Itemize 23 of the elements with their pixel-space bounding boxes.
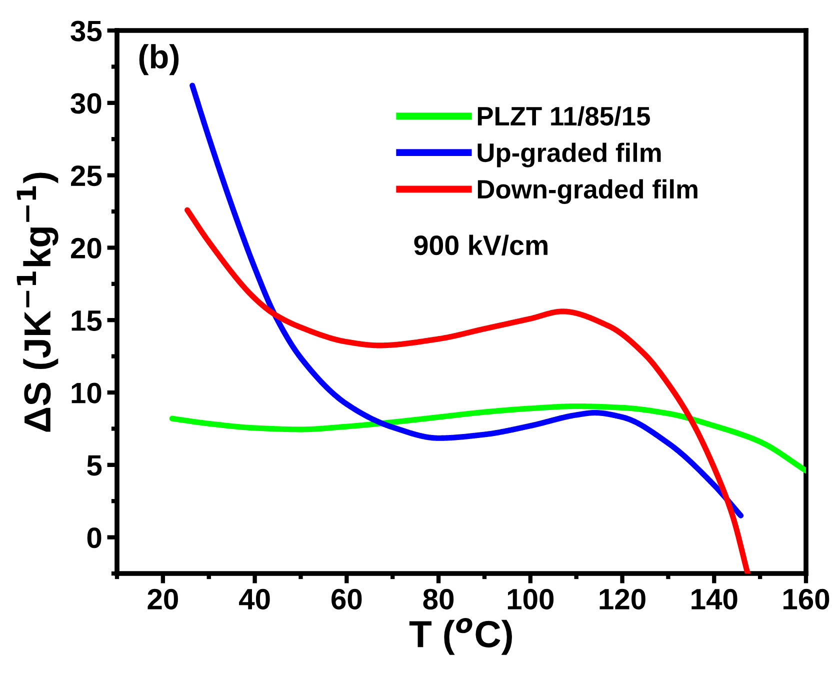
y-tick-label: 30	[70, 93, 102, 114]
y-axis-title: ΔS (JK$^{−1}$kg$^{−1}$)	[16, 172, 58, 432]
y-tick-label: 10	[72, 382, 102, 404]
x-tick-label: 40	[239, 588, 270, 610]
legend-label: Down-graded film	[478, 179, 698, 204]
y-tick-label: 0	[87, 528, 102, 548]
y-tick-label: 20	[70, 238, 102, 259]
x-axis-title: T ($^{o}$C)	[409, 618, 512, 655]
x-tick-label: 100	[508, 588, 554, 610]
x-tick-label: 80	[423, 588, 454, 610]
y-tick-label: 15	[72, 310, 102, 331]
x-tick-label: 140	[692, 588, 738, 610]
annotation: 900 kV/cm	[414, 234, 548, 256]
legend-label: Up-graded film	[478, 142, 661, 168]
x-tick-label: 60	[332, 588, 362, 610]
x-tick-label: 120	[600, 588, 646, 610]
y-tick-label: 25	[70, 166, 102, 186]
annotation: (b)	[139, 44, 179, 76]
y-tick-label: 35	[70, 20, 102, 42]
x-tick-label: 160	[784, 588, 830, 610]
legend-label: PLZT 11/85/15	[478, 106, 650, 126]
y-tick-label: 5	[87, 455, 102, 476]
x-tick-label: 20	[148, 588, 178, 610]
